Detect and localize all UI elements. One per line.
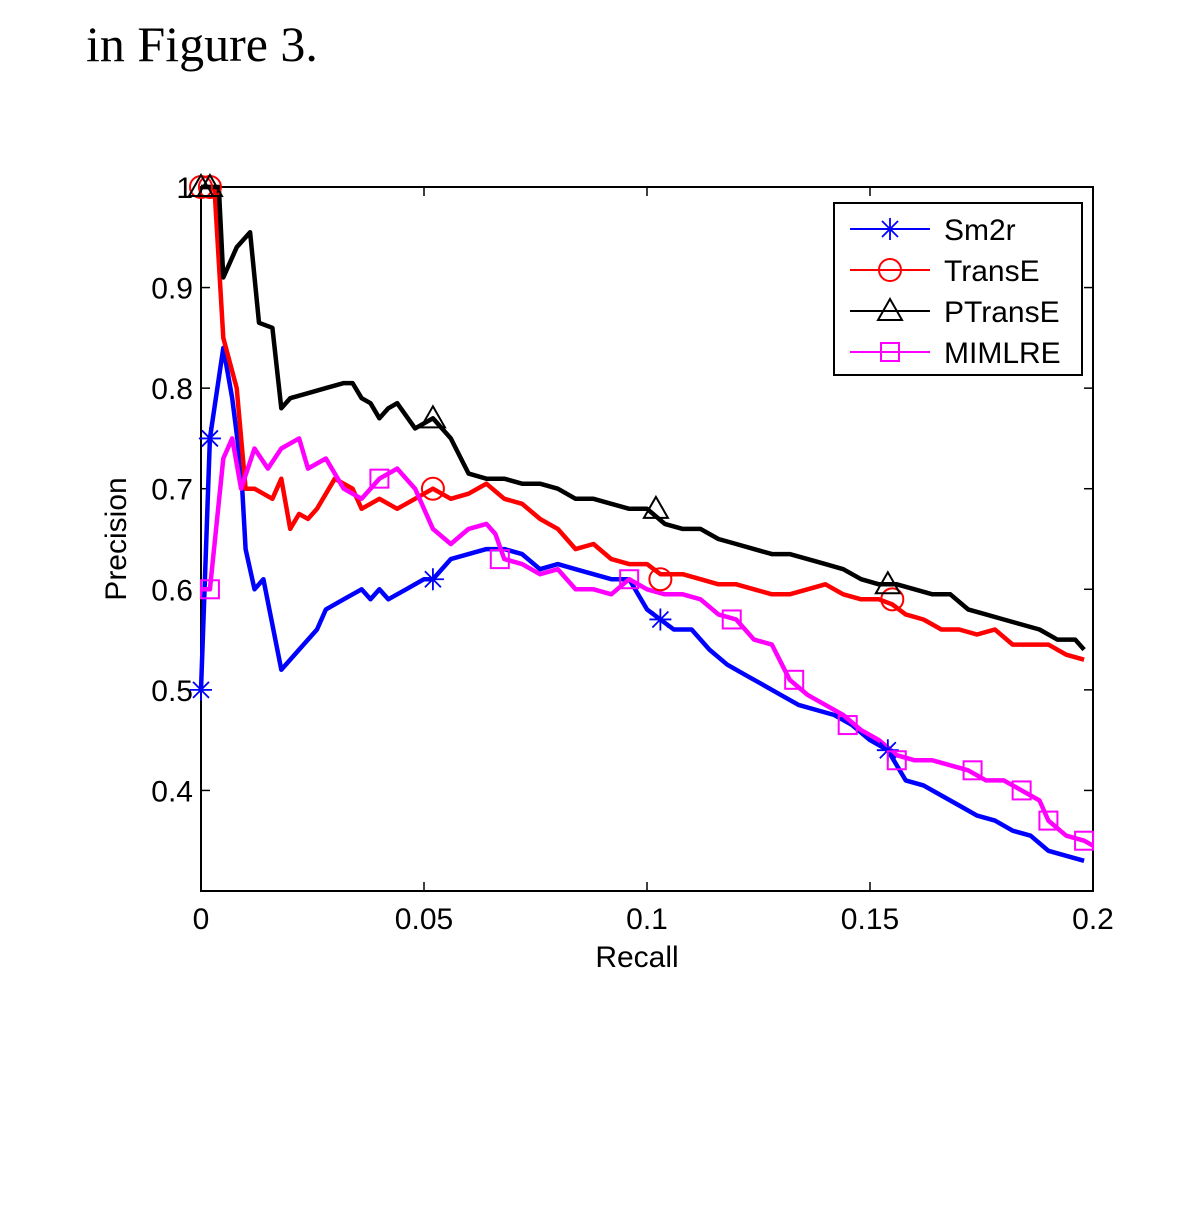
series-marker-sm2r [198, 427, 221, 450]
series-marker-mimlre [837, 715, 858, 736]
legend-label-transe: TransE [944, 255, 1040, 288]
series-marker-sm2r [421, 568, 444, 591]
y-tick-label: 0.6 [151, 574, 193, 607]
x-tick-label: 0 [193, 903, 210, 936]
series-marker-ptranse [874, 570, 902, 595]
series-line-mimlre [201, 436, 1095, 848]
x-tick-label: 0.05 [395, 903, 453, 936]
legend-label-sm2r: Sm2r [944, 214, 1016, 247]
y-tick-label: 0.7 [151, 474, 193, 507]
y-tick-label: 0.8 [151, 373, 193, 406]
series-marker-mimlre [962, 760, 983, 781]
series-marker-mimlre [619, 569, 640, 590]
y-axis-label: Precision [100, 477, 133, 600]
series-marker-mimlre [1011, 780, 1032, 801]
series-marker-sm2r [190, 678, 212, 701]
x-axis-label: Recall [595, 941, 678, 974]
series-marker-sm2r [876, 739, 899, 762]
series-marker-ptranse [642, 494, 670, 519]
series-line-sm2r [198, 345, 1085, 863]
series-line-transe [201, 184, 1085, 662]
series-marker-sm2r [649, 608, 672, 631]
legend-box [833, 202, 1083, 376]
legend-marker-sm2r [879, 218, 901, 240]
series-marker-transe [420, 476, 445, 501]
series-marker-mimlre [886, 750, 907, 771]
x-tick-label: 0.15 [841, 903, 899, 936]
series-marker-mimlre [1074, 830, 1095, 851]
legend-marker-ptranse [876, 296, 904, 321]
y-tick-label: 0.4 [151, 775, 193, 808]
legend-label-ptranse: PTransE [944, 296, 1060, 329]
legend-marker-transe [878, 258, 902, 282]
series-marker-ptranse [419, 404, 447, 429]
x-tick-label: 0.1 [626, 903, 668, 936]
series-line-ptranse [201, 184, 1086, 652]
legend-marker-mimlre [880, 342, 900, 362]
series-marker-transe [880, 587, 905, 612]
series-marker-mimlre [784, 669, 805, 690]
legend-label-mimlre: MIMLRE [944, 337, 1061, 370]
y-tick-label: 0.9 [151, 273, 193, 306]
series-marker-mimlre [721, 609, 742, 630]
series-marker-mimlre [199, 579, 220, 600]
series-marker-mimlre [489, 549, 510, 570]
series-marker-transe [648, 567, 673, 592]
series-marker-mimlre [1038, 810, 1059, 831]
x-tick-label: 0.2 [1072, 903, 1114, 936]
series-marker-ptranse [196, 172, 224, 197]
caption-above: in Figure 3. [86, 16, 318, 72]
y-tick-label: 0.5 [151, 675, 193, 708]
series-marker-mimlre [369, 468, 390, 489]
